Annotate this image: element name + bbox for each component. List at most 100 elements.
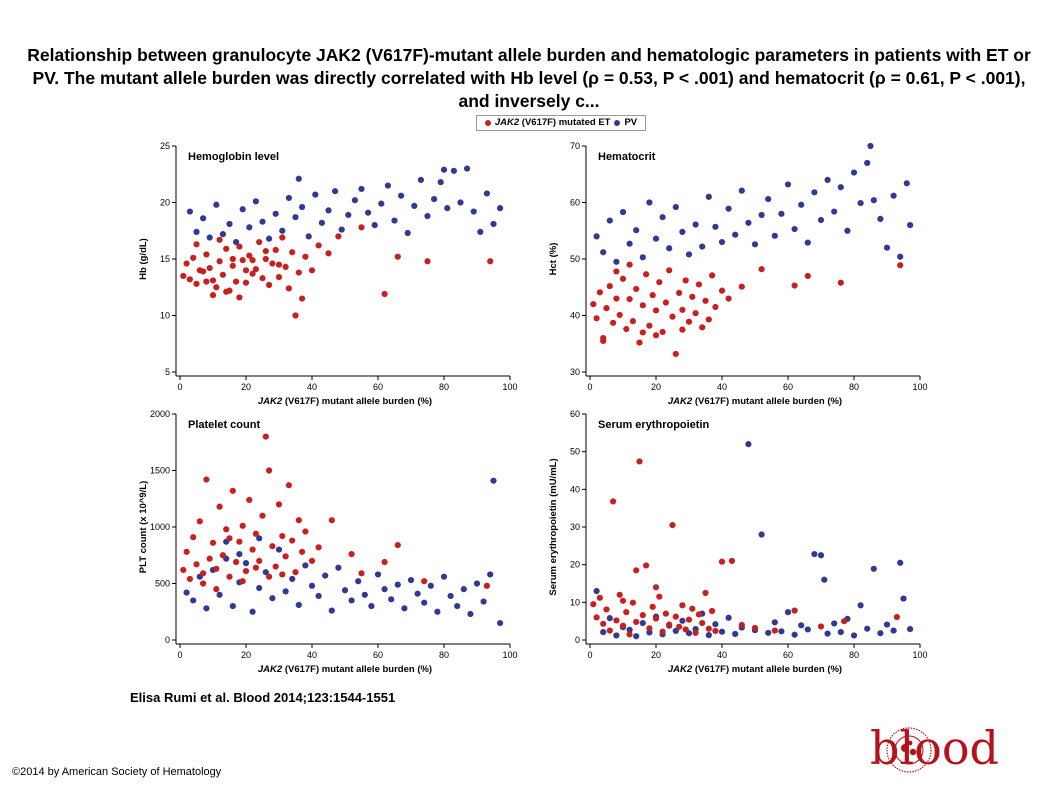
- pv-point: [903, 180, 910, 187]
- pv-point: [266, 235, 273, 242]
- pv-point: [351, 197, 358, 204]
- et-point: [610, 319, 617, 326]
- pv-point: [718, 238, 726, 246]
- et-point: [804, 272, 811, 280]
- et-point: [348, 551, 355, 558]
- et-point: [282, 263, 289, 271]
- et-point: [272, 563, 279, 570]
- figure-title: Relationship between granulocyte JAK2 (V…: [27, 45, 1031, 111]
- et-point: [636, 458, 643, 465]
- pv-point: [348, 597, 355, 604]
- et-point: [308, 267, 316, 274]
- et-point: [623, 609, 630, 616]
- et-point: [679, 602, 686, 609]
- et-point: [259, 512, 266, 519]
- y-tick-label: 50: [570, 447, 580, 457]
- pv-point: [374, 571, 382, 578]
- et-point: [725, 295, 732, 302]
- et-point: [771, 627, 778, 634]
- x-tick-label: 60: [783, 650, 793, 660]
- panel-title: Platelet count: [188, 419, 260, 431]
- et-point: [712, 627, 719, 635]
- et-point: [229, 255, 236, 263]
- pv-point: [771, 232, 778, 239]
- et-point: [381, 290, 388, 298]
- et-point: [206, 555, 213, 562]
- et-point: [636, 339, 643, 346]
- pv-point: [434, 608, 441, 615]
- pv-point: [483, 190, 490, 197]
- et-point: [837, 279, 844, 286]
- et-point: [203, 251, 210, 258]
- pv-point: [738, 187, 745, 194]
- et-point: [193, 280, 200, 287]
- pv-point: [259, 218, 266, 225]
- pv-point: [282, 588, 289, 595]
- et-legend-rest: (V617F) mutated ET: [519, 117, 611, 128]
- et-point: [629, 599, 636, 606]
- y-tick-label: 0: [575, 635, 580, 645]
- pv-point: [335, 564, 342, 571]
- pv-legend-marker: [614, 120, 621, 126]
- pv-point: [213, 201, 220, 208]
- pv-point: [844, 227, 851, 234]
- et-point: [623, 325, 630, 333]
- et-point: [308, 557, 316, 564]
- pv-point: [639, 619, 646, 627]
- pv-point: [427, 582, 434, 589]
- et-point: [656, 593, 663, 600]
- et-point: [328, 517, 335, 524]
- et-point: [593, 614, 600, 621]
- pv-point: [391, 217, 398, 224]
- pv-point: [440, 166, 448, 173]
- pv-point: [368, 603, 375, 610]
- pv-point: [877, 215, 884, 222]
- et-point: [639, 329, 646, 336]
- et-point: [266, 573, 273, 580]
- pv-point: [355, 578, 362, 585]
- pv-legend-label: PV: [624, 117, 638, 128]
- et-point: [613, 295, 620, 302]
- pv-point: [289, 575, 296, 583]
- et-point: [256, 238, 263, 246]
- pv-point: [358, 185, 365, 193]
- pv-point: [652, 235, 660, 242]
- et-point: [236, 538, 243, 545]
- y-axis-label: Hb (g/dL): [138, 238, 149, 280]
- et-point: [682, 277, 689, 284]
- et-point: [266, 281, 273, 289]
- pv-point: [798, 622, 805, 629]
- pv-point: [256, 535, 263, 542]
- et-point: [676, 623, 683, 630]
- et-point: [702, 589, 709, 597]
- pv-point: [431, 196, 438, 203]
- et-point: [209, 292, 217, 299]
- et-point: [295, 517, 302, 524]
- et-point: [652, 307, 660, 314]
- pv-point: [600, 249, 607, 256]
- et-point: [213, 565, 220, 572]
- pv-point: [811, 551, 818, 558]
- et-point: [616, 311, 623, 319]
- pv-point: [467, 610, 474, 618]
- y-tick-label: 500: [155, 579, 170, 589]
- pv-point: [464, 165, 471, 172]
- et-point: [649, 603, 656, 610]
- pv-point: [857, 602, 864, 609]
- x-tick-label: 100: [502, 382, 517, 392]
- et-point: [275, 261, 283, 268]
- x-tick-label: 60: [373, 382, 383, 392]
- et-point: [613, 268, 620, 275]
- pv-point: [870, 565, 877, 572]
- et-point: [596, 594, 603, 601]
- pv-point: [821, 576, 828, 583]
- pv-point: [633, 227, 640, 234]
- et-point: [213, 586, 220, 593]
- y-tick-label: 10: [570, 597, 580, 607]
- et-point: [483, 582, 490, 589]
- et-point: [705, 625, 712, 632]
- et-point: [193, 561, 200, 568]
- pv-point: [890, 627, 897, 634]
- et-point: [692, 629, 699, 636]
- pv-point: [619, 209, 627, 216]
